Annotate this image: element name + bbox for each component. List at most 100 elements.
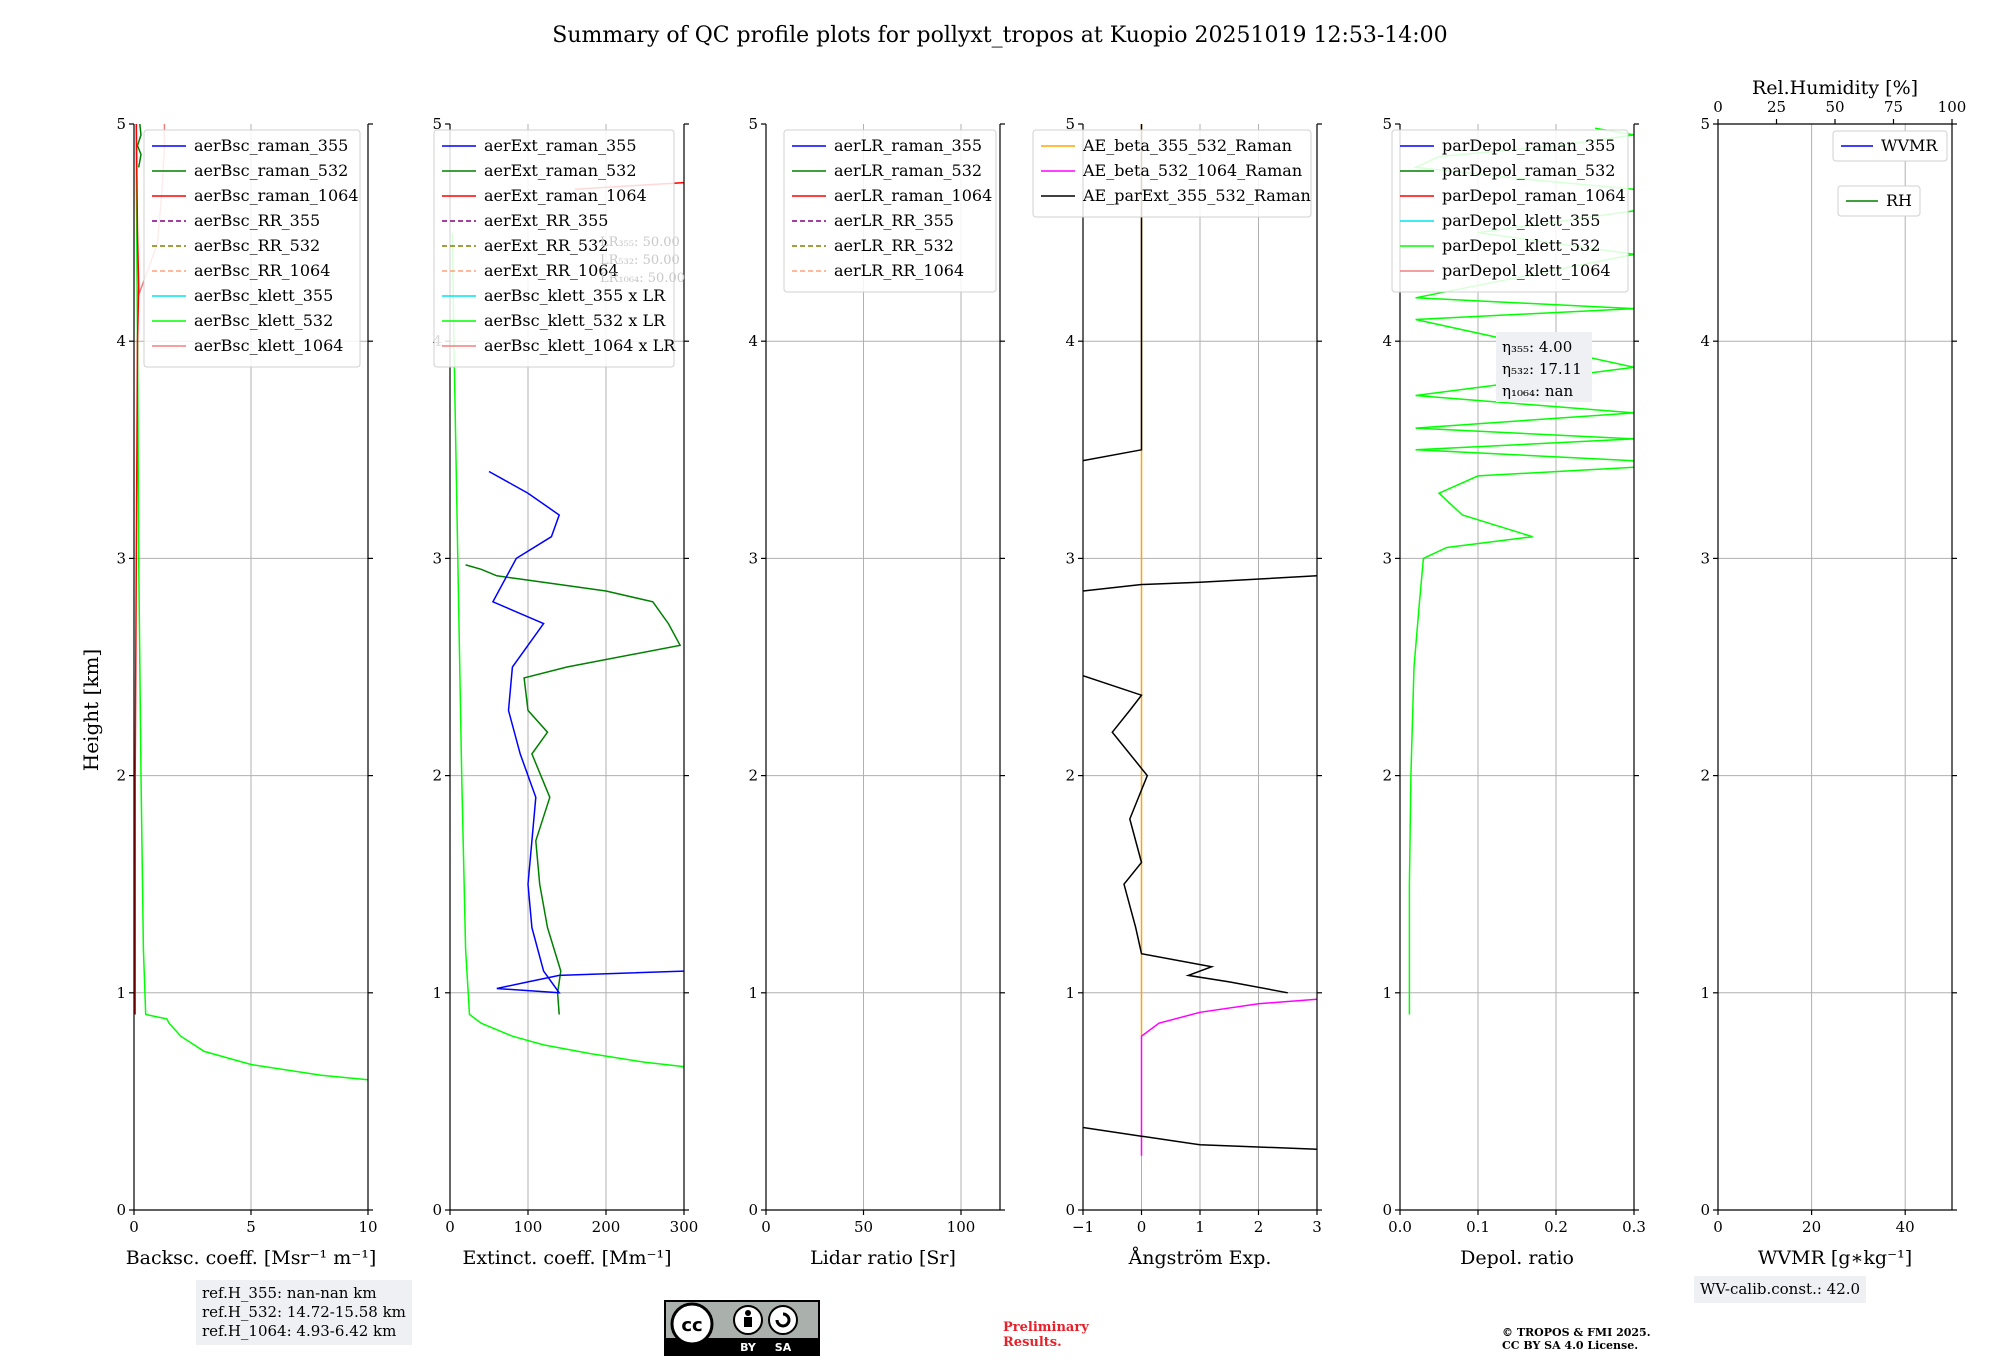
legend: aerExt_raman_355 aerExt_raman_532 aerExt_r…	[433, 129, 676, 368]
wv-calibration-constant: WV-calib.const.: 42.0	[1700, 1280, 1861, 1298]
legend-label: aerBsc_RR_532	[194, 236, 320, 255]
legend-label: aerLR_raman_532	[834, 161, 982, 180]
ref-height-355: ref.H_355: nan-nan km	[202, 1284, 377, 1302]
y-tick-label: 1	[1382, 984, 1392, 1002]
legend-label: aerExt_raman_355	[484, 136, 637, 155]
y-tick-label: 3	[1382, 549, 1392, 567]
x-tick-label: 40	[1896, 1218, 1915, 1236]
legend: parDepol_raman_355 parDepol_raman_532 parD…	[1391, 129, 1629, 293]
legend-label: parDepol_klett_532	[1442, 236, 1600, 255]
sa-label: SA	[775, 1341, 792, 1354]
legend-label: parDepol_raman_532	[1442, 161, 1615, 180]
series-line-aerExt_raman_532	[465, 564, 682, 1015]
legend-label: AE_beta_355_532_Raman	[1082, 136, 1292, 155]
reference-height-box: ref.H_355: nan-nan km ref.H_532: 14.72-1…	[196, 1280, 412, 1345]
series-line-aerExt_raman_355	[488, 470, 684, 994]
top-axis-label: Rel.Humidity [%]	[1752, 77, 1918, 99]
x-tick-label: 0	[129, 1218, 139, 1236]
y-tick-label: 4	[1065, 332, 1075, 350]
by-label: BY	[740, 1341, 757, 1354]
x-tick-label: 1	[1195, 1218, 1205, 1236]
y-axis-label: Height [km]	[79, 649, 103, 771]
x-tick-label: 0.0	[1388, 1218, 1412, 1236]
series-line-aerBsc_raman_532	[136, 124, 142, 168]
legend-label: aerExt_raman_1064	[484, 186, 647, 205]
series-line-AE_beta_532_1064_Raman	[1140, 998, 1317, 1156]
ref-height-1064: ref.H_1064: 4.93-6.42 km	[202, 1322, 397, 1340]
legend-label: WVMR	[1881, 136, 1938, 155]
legend-label: parDepol_raman_355	[1442, 136, 1615, 155]
y-tick-label: 2	[432, 767, 442, 785]
x-tick-label: 0.1	[1466, 1218, 1490, 1236]
panel-backscatter: 0 1 2 3 4 5 0 5 10 Backsc. coeff. [Msr⁻¹ m⁻¹] aerB…	[116, 115, 377, 1269]
y-tick-label: 1	[1065, 984, 1075, 1002]
top-x-tick-label: 50	[1825, 98, 1844, 116]
y-tick-label: 3	[432, 549, 442, 567]
y-tick-label: 2	[1382, 767, 1392, 785]
series-line-parDepol_klett_532	[1408, 466, 1634, 1015]
lidar-ratio-label: LR₁₀₆₄: 50.00	[600, 271, 685, 286]
x-tick-label: 0	[445, 1218, 455, 1236]
legend-label: aerLR_raman_355	[834, 136, 982, 155]
legend-label: aerBsc_raman_532	[194, 161, 348, 180]
legend-label: aerBsc_raman_1064	[194, 186, 359, 205]
x-axis-label: Depol. ratio	[1460, 1247, 1574, 1269]
panel-depolarization: 0 1 2 3 4 5 0.0 0.1 0.2 0.3 Depol. ratio parDepol_r…	[1382, 115, 1645, 1269]
series-line-AE_parExt_355_532_Raman	[1083, 674, 1288, 994]
legend-label: AE_parExt_355_532_Raman	[1082, 186, 1311, 205]
legend-label: aerExt_RR_355	[484, 211, 608, 230]
x-axis-label: Ångström Exp.	[1128, 1247, 1272, 1269]
legend-rh: RH	[1837, 185, 1921, 217]
x-tick-label: 5	[246, 1218, 256, 1236]
y-tick-label: 3	[116, 549, 126, 567]
x-tick-label: 100	[947, 1218, 976, 1236]
legend-label: aerLR_RR_1064	[834, 261, 964, 280]
y-tick-label: 0	[1700, 1201, 1710, 1219]
y-tick-label: 1	[1700, 984, 1710, 1002]
legend-label: parDepol_raman_1064	[1442, 186, 1626, 205]
top-x-tick-label: 100	[1938, 98, 1967, 116]
legend-label: aerLR_raman_1064	[834, 186, 992, 205]
legend: aerLR_raman_355 aerLR_raman_532 aerLR_rama…	[783, 129, 997, 293]
panel-extinction: 0123450100200300Extinct. coeff. [Mm⁻¹]ae…	[432, 115, 698, 1269]
legend-label: aerBsc_klett_1064 x LR	[484, 336, 676, 355]
y-tick-label: 1	[116, 984, 126, 1002]
preliminary-line1: Preliminary	[1003, 1320, 1089, 1335]
y-tick-label: 4	[1382, 332, 1392, 350]
y-tick-label: 4	[1700, 332, 1710, 350]
y-tick-label: 0	[1382, 1201, 1392, 1219]
legend-wvmr: WVMR	[1832, 130, 1948, 162]
x-tick-label: 3	[1312, 1218, 1322, 1236]
y-tick-label: 0	[432, 1201, 442, 1219]
legend: AE_beta_355_532_Raman AE_beta_532_1064_Ra…	[1032, 129, 1312, 218]
copyright-notice: © TROPOS & FMI 2025. CC BY SA 4.0 Licens…	[1502, 1326, 1651, 1352]
legend-label: aerExt_raman_532	[484, 161, 637, 180]
top-x-tick-label: 25	[1767, 98, 1786, 116]
copyright-line2: CC BY SA 4.0 License.	[1502, 1339, 1639, 1352]
x-axis-label: Extinct. coeff. [Mm⁻¹]	[462, 1247, 671, 1269]
y-tick-label: 2	[1700, 767, 1710, 785]
legend: aerBsc_raman_355 aerBsc_raman_532 aerBsc_r…	[143, 129, 361, 368]
copyright-line1: © TROPOS & FMI 2025.	[1502, 1326, 1651, 1339]
y-tick-label: 5	[748, 115, 758, 133]
lidar-ratio-label: LR₃₅₅: 50.00	[600, 235, 680, 250]
x-tick-label: 0	[761, 1218, 771, 1236]
y-tick-label: 5	[432, 115, 442, 133]
y-tick-label: 4	[116, 332, 126, 350]
eta-label: η₅₃₂: 17.11	[1502, 360, 1582, 378]
y-tick-label: 3	[748, 549, 758, 567]
legend-label: aerLR_RR_532	[834, 236, 954, 255]
x-tick-label: 0.3	[1622, 1218, 1646, 1236]
x-axis-label: Lidar ratio [Sr]	[810, 1247, 956, 1269]
legend-label: aerBsc_raman_355	[194, 136, 348, 155]
y-tick-label: 5	[1382, 115, 1392, 133]
top-x-tick-label: 75	[1884, 98, 1903, 116]
x-axis-label: Backsc. coeff. [Msr⁻¹ m⁻¹]	[126, 1247, 377, 1269]
wv-calibration-box: WV-calib.const.: 42.0	[1694, 1276, 1867, 1303]
legend-label: aerBsc_klett_355	[194, 286, 333, 305]
eta-box: η₃₅₅: 4.00 η₅₃₂: 17.11 η₁₀₆₄: nan	[1496, 332, 1592, 402]
